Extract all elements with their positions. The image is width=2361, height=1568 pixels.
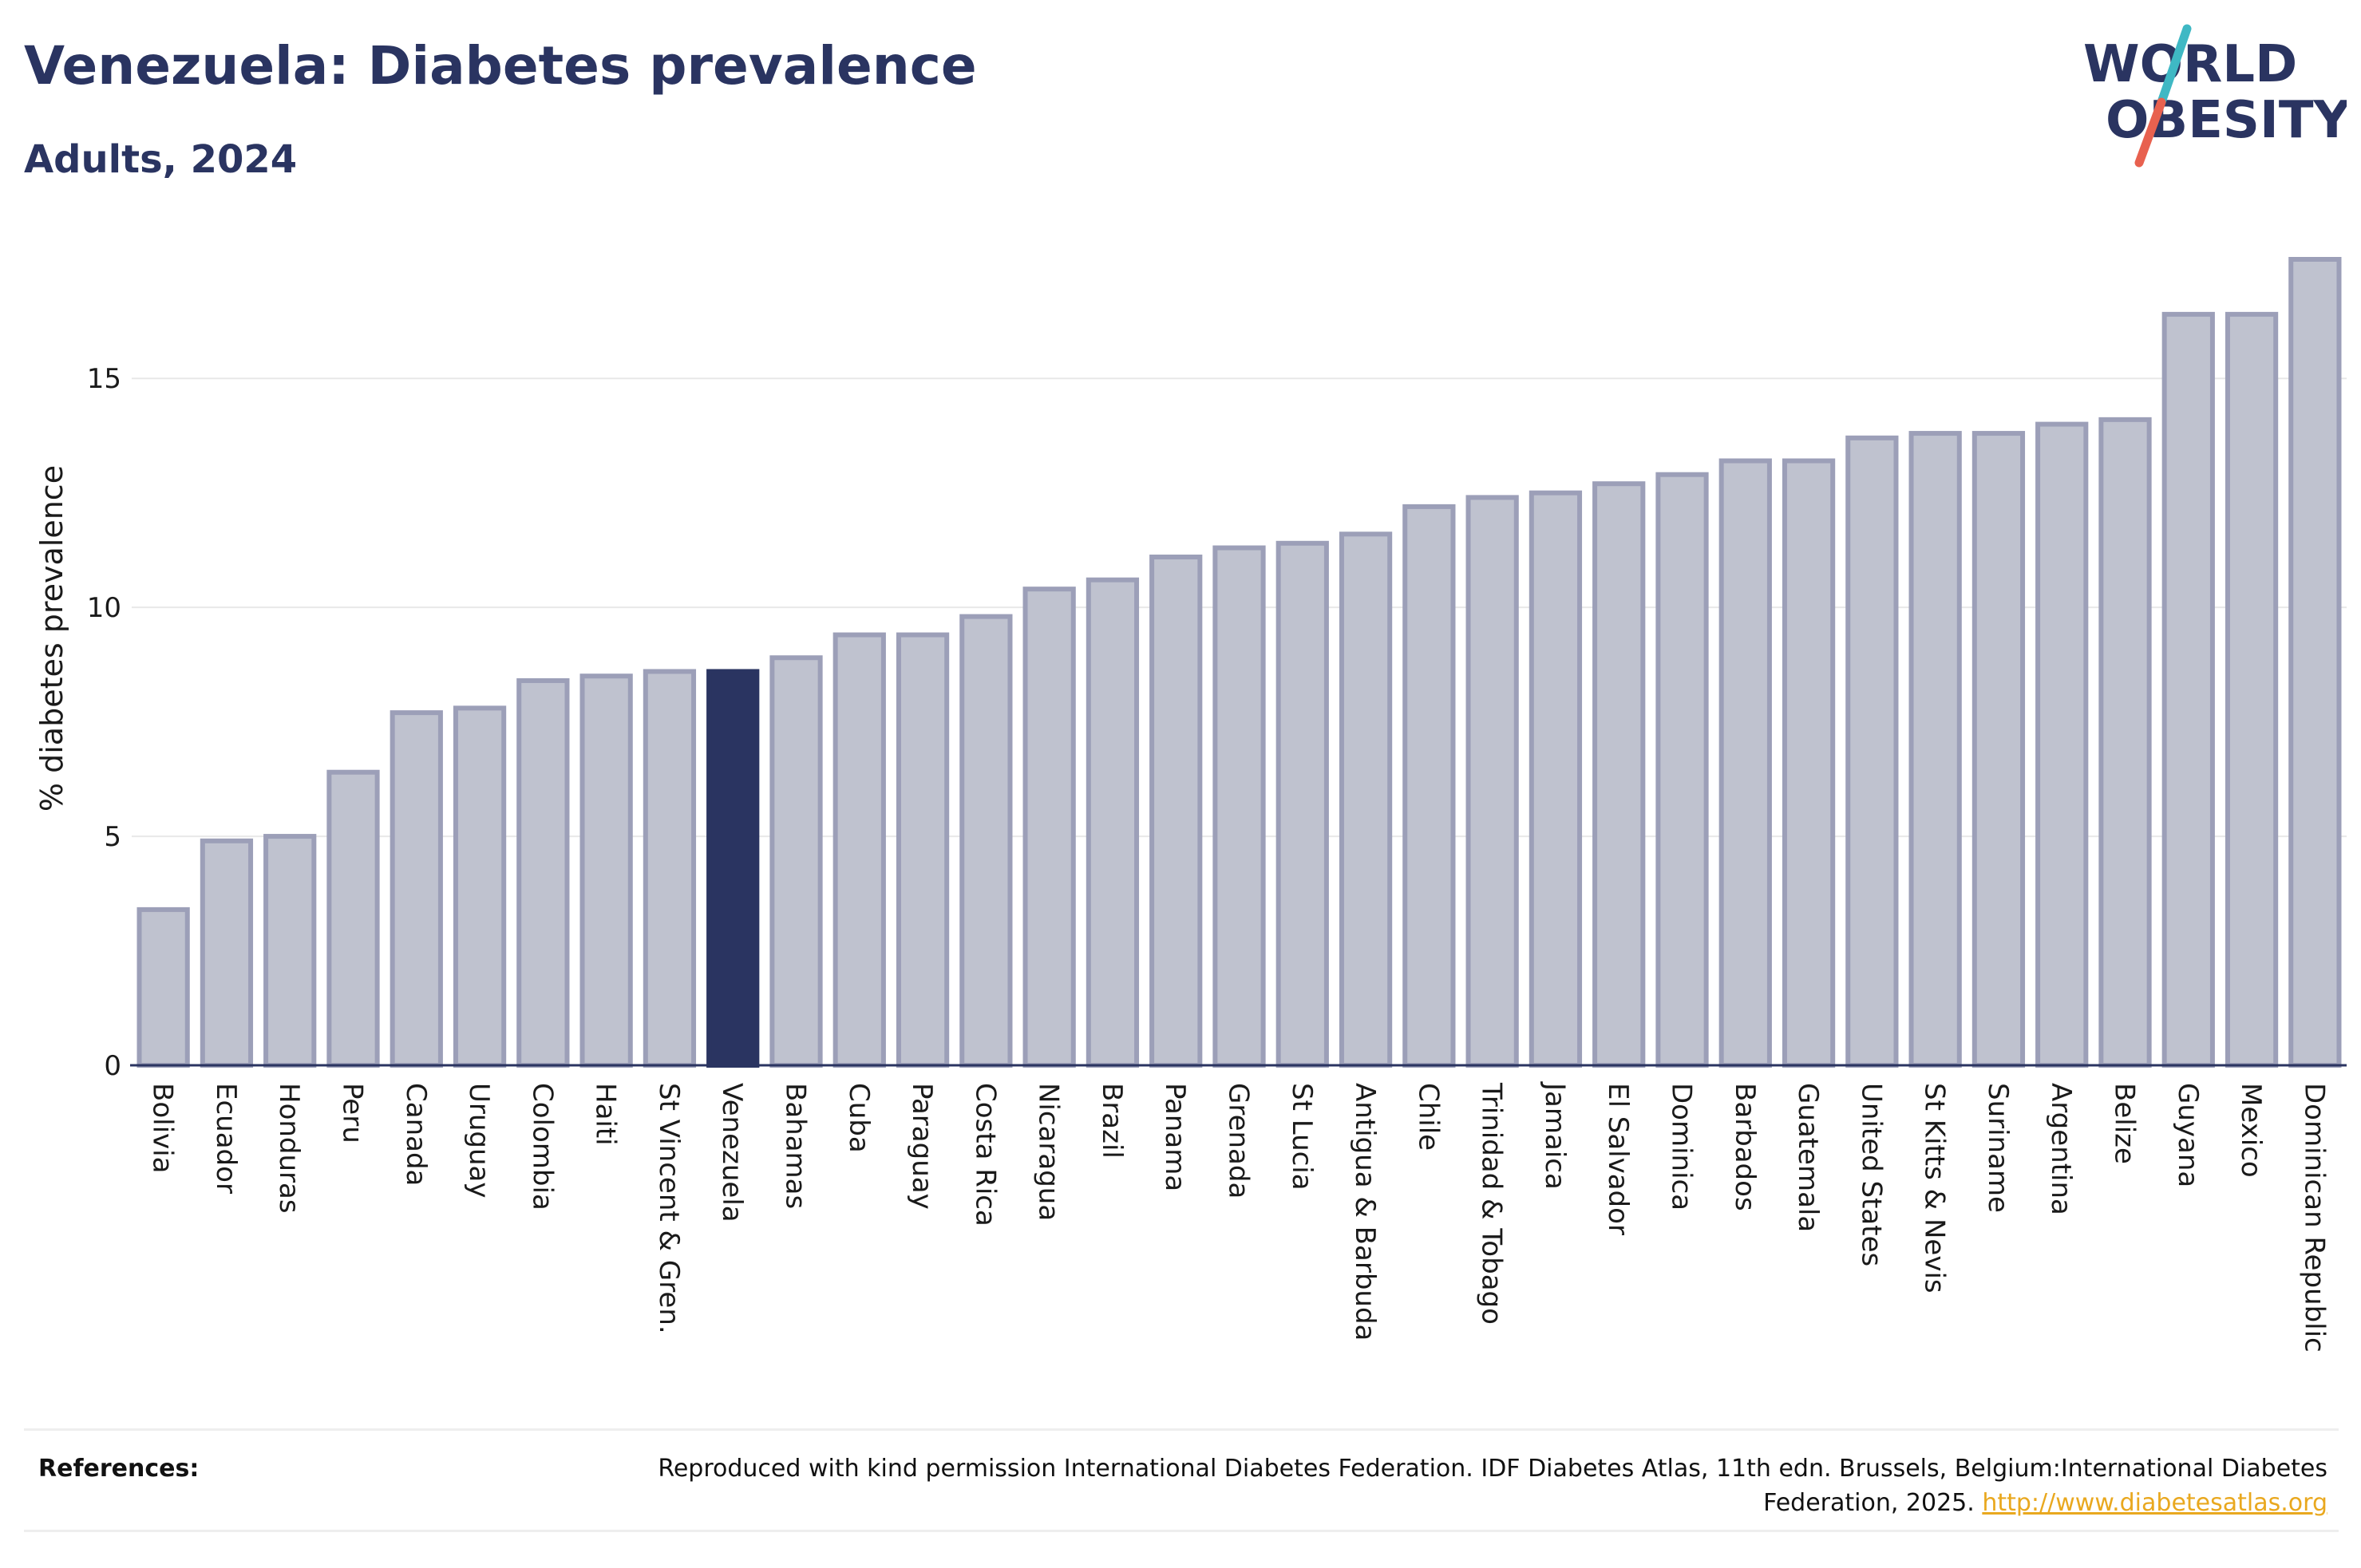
references-label: References: bbox=[38, 1455, 200, 1483]
logo-slash-bottom bbox=[2134, 97, 2166, 168]
y-axis-label: % diabetes prevalence bbox=[34, 465, 69, 812]
x-tick-label: Guatemala bbox=[1792, 1083, 1824, 1232]
bar bbox=[1782, 458, 1836, 1068]
bar-highlight bbox=[706, 669, 760, 1068]
x-tick-label: El Salvador bbox=[1602, 1083, 1634, 1235]
x-tick-label: Colombia bbox=[526, 1083, 558, 1211]
bar bbox=[1465, 495, 1519, 1068]
chart-title: Venezuela: Diabetes prevalence bbox=[24, 35, 977, 97]
world-obesity-logo: WORLD OBESITY bbox=[2083, 24, 2347, 168]
x-tick-label: Dominican Republic bbox=[2298, 1083, 2330, 1353]
x-tick-label: Costa Rica bbox=[969, 1083, 1001, 1226]
bar bbox=[2288, 257, 2342, 1068]
x-tick-label: Dominica bbox=[1666, 1083, 1698, 1211]
x-tick-label: Panama bbox=[1159, 1083, 1191, 1191]
x-tick-label: Guyana bbox=[2172, 1083, 2204, 1187]
bar bbox=[769, 655, 823, 1068]
bar bbox=[1339, 531, 1393, 1068]
bar bbox=[1971, 431, 2026, 1068]
x-tick-label: Barbados bbox=[1729, 1083, 1761, 1211]
diabetes-atlas-link[interactable]: http://www.diabetesatlas.org bbox=[1982, 1489, 2327, 1517]
bar bbox=[1908, 431, 1962, 1068]
x-tick-label: Argentina bbox=[2045, 1083, 2077, 1215]
x-tick-label: Haiti bbox=[590, 1083, 622, 1146]
x-tick-label: Brazil bbox=[1096, 1083, 1128, 1159]
bar bbox=[959, 614, 1013, 1068]
x-tick-label: Peru bbox=[337, 1083, 369, 1143]
bar bbox=[1212, 545, 1266, 1068]
x-tick-label: St Vincent & Gren. bbox=[653, 1083, 685, 1334]
bar bbox=[1718, 458, 1772, 1068]
x-tick-label: Belize bbox=[2109, 1083, 2141, 1164]
chart-subtitle: Adults, 2024 bbox=[24, 137, 298, 182]
bar bbox=[579, 673, 633, 1068]
bar bbox=[453, 705, 507, 1068]
bar bbox=[136, 906, 190, 1068]
bar bbox=[1022, 587, 1076, 1068]
bar bbox=[516, 677, 570, 1068]
bar bbox=[1275, 540, 1329, 1068]
y-tick-label: 10 bbox=[87, 592, 121, 624]
references-text-block: Reproduced with kind permission Internat… bbox=[651, 1451, 2327, 1520]
x-tick-label: St Lucia bbox=[1286, 1083, 1318, 1191]
y-tick-label: 15 bbox=[87, 363, 121, 395]
x-tick-label: United States bbox=[1855, 1083, 1887, 1266]
bar bbox=[896, 632, 950, 1068]
bar bbox=[1149, 555, 1203, 1068]
bar bbox=[2225, 311, 2279, 1068]
bar bbox=[1845, 435, 1899, 1068]
bar bbox=[1592, 481, 1646, 1068]
y-tick-label: 0 bbox=[104, 1050, 121, 1082]
x-tick-label: St Kitts & Nevis bbox=[1919, 1083, 1951, 1294]
bar bbox=[2035, 421, 2089, 1068]
x-tick-label: Trinidad & Tobago bbox=[1476, 1082, 1508, 1325]
labels-layer: 0 5 10 15 Bolivia Ecuador Honduras Peru Canada Ur… bbox=[87, 363, 2331, 1353]
x-tick-label: Cuba bbox=[843, 1083, 875, 1153]
bar bbox=[2161, 311, 2215, 1068]
y-tick-label: 5 bbox=[104, 821, 121, 853]
x-tick-label: Paraguay bbox=[906, 1083, 938, 1210]
x-tick-label: Uruguay bbox=[463, 1083, 495, 1199]
bar bbox=[263, 834, 317, 1068]
bars-layer bbox=[136, 257, 2342, 1068]
references-text: Reproduced with kind permission Internat… bbox=[658, 1455, 2327, 1517]
x-tick-label: Venezuela bbox=[716, 1083, 748, 1222]
x-tick-label: Jamaica bbox=[1539, 1081, 1571, 1190]
x-tick-label: Bolivia bbox=[147, 1083, 179, 1173]
bar bbox=[1086, 577, 1140, 1068]
x-tick-label: Antigua & Barbuda bbox=[1349, 1083, 1381, 1341]
bar bbox=[832, 632, 886, 1068]
bar bbox=[326, 769, 380, 1068]
bar bbox=[643, 669, 697, 1068]
bar bbox=[200, 838, 254, 1068]
x-tick-label: Grenada bbox=[1223, 1083, 1255, 1199]
x-tick-label: Nicaragua bbox=[1033, 1083, 1065, 1221]
bar bbox=[1655, 472, 1709, 1068]
bar bbox=[1529, 490, 1583, 1068]
bar bbox=[2098, 417, 2152, 1068]
logo-word-world: WORLD bbox=[2083, 35, 2297, 94]
x-tick-label: Suriname bbox=[1982, 1083, 2014, 1213]
references-panel: References: Reproduced with kind permiss… bbox=[24, 1428, 2339, 1532]
x-tick-label: Honduras bbox=[273, 1083, 305, 1214]
x-tick-label: Chile bbox=[1412, 1083, 1444, 1151]
bar bbox=[1402, 504, 1456, 1068]
bar-chart: 0 5 10 15 Bolivia Ecuador Honduras Peru Canada Ur… bbox=[34, 257, 2347, 1353]
x-tick-label: Ecuador bbox=[210, 1083, 242, 1194]
x-tick-label: Canada bbox=[400, 1083, 432, 1186]
x-tick-label: Bahamas bbox=[780, 1083, 812, 1209]
logo-slash-top bbox=[2157, 24, 2192, 107]
bar bbox=[390, 710, 443, 1068]
x-tick-label: Mexico bbox=[2235, 1083, 2267, 1178]
